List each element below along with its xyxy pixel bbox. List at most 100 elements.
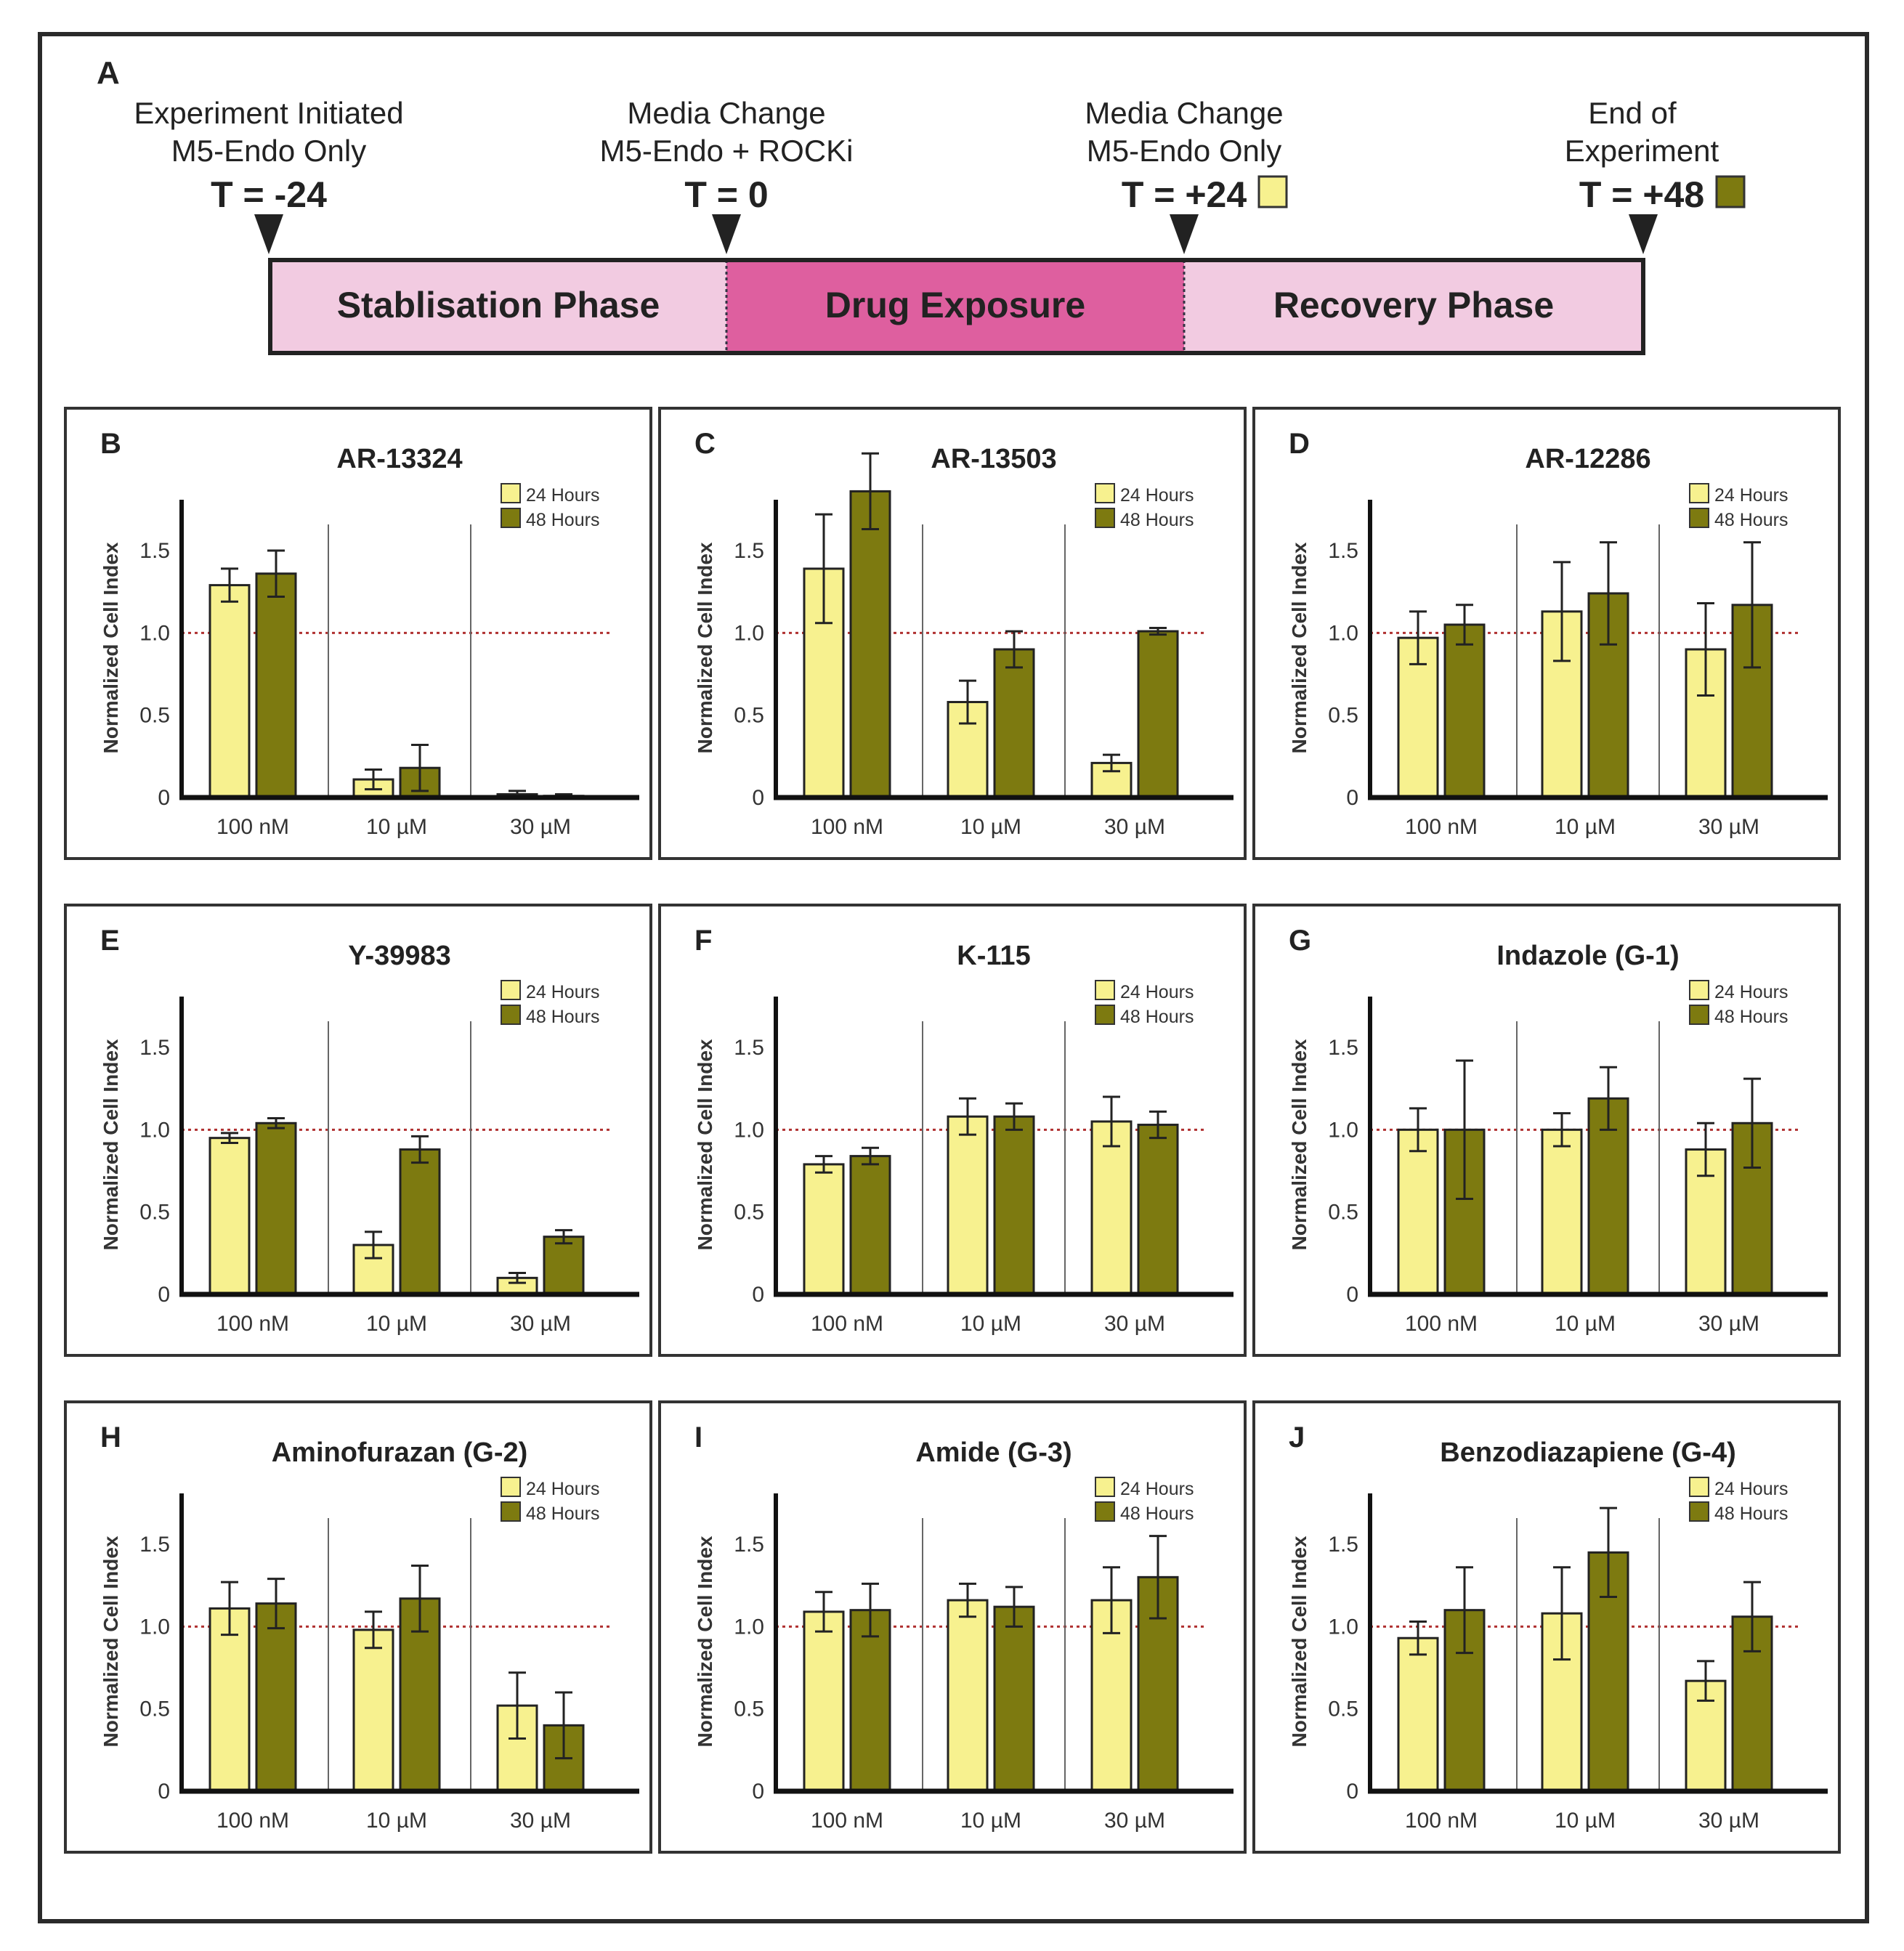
- category-label: 30 µM: [1698, 1312, 1759, 1336]
- chart-panel-f: F K-115 0 0.5 1.0 1.5 Normalized Cell Index 100…: [658, 904, 1247, 1357]
- legend-label-0: 24 Hours: [1714, 982, 1788, 1002]
- legend-label-0: 24 Hours: [526, 982, 599, 1002]
- legend-swatch-0: [1095, 980, 1115, 1000]
- chart-panel-b: B AR-13324 0 0.5 1.0 1.5 Normalized Cell Index…: [64, 407, 652, 860]
- bar-48h-0: [255, 572, 297, 799]
- panel-letter: B: [100, 428, 121, 460]
- y-tick-label: 0.5: [1328, 1698, 1358, 1721]
- category-label: 30 µM: [510, 1809, 571, 1833]
- event-1-arrow-icon: [712, 214, 741, 254]
- y-axis-label: Normalized Cell Index: [100, 1039, 122, 1250]
- chart-title: Indazole (G-1): [1496, 941, 1679, 971]
- legend-swatch-1: [1689, 1501, 1709, 1522]
- legend-swatch-1: [1689, 1005, 1709, 1025]
- category-label: 30 µM: [510, 1312, 571, 1336]
- y-axis-label: Normalized Cell Index: [694, 542, 716, 753]
- legend-label-0: 24 Hours: [1120, 485, 1194, 506]
- bar-48h-1: [399, 1148, 441, 1296]
- event-2-line1: Media Change: [1085, 96, 1283, 130]
- y-tick-label: 1.0: [1328, 621, 1358, 645]
- y-axis-label: Normalized Cell Index: [694, 1039, 716, 1250]
- bar-24h-1: [352, 1628, 394, 1793]
- y-tick-label: 0: [752, 1780, 764, 1804]
- chart-title: AR-12286: [1525, 444, 1650, 474]
- phase-drug-exposure: [726, 260, 1184, 353]
- category-label: 100 nM: [216, 1312, 289, 1336]
- category-label: 10 µM: [960, 815, 1021, 839]
- category-label: 10 µM: [366, 1809, 427, 1833]
- event-3-time: T = +48: [1579, 174, 1704, 215]
- legend-label-1: 48 Hours: [1120, 1504, 1194, 1524]
- timeline-event-3: End of Experiment T = +48: [1565, 96, 1746, 254]
- y-tick-label: 0.5: [1328, 1201, 1358, 1225]
- event-2-arrow-icon: [1170, 214, 1199, 254]
- chart-panel-d: D AR-12286 0 0.5 1.0 1.5 Normalized Cell Index…: [1252, 407, 1841, 860]
- bar-48h-0: [849, 490, 891, 799]
- y-tick-label: 0: [1346, 1283, 1358, 1307]
- y-tick-label: 1.0: [734, 1118, 764, 1142]
- y-tick-label: 0: [752, 786, 764, 810]
- phase-2-label: Recovery Phase: [1273, 285, 1554, 325]
- y-tick-label: 1.5: [734, 539, 764, 563]
- event-0-time: T = -24: [211, 174, 327, 215]
- category-label: 100 nM: [1405, 1809, 1478, 1833]
- phase-stabilisation: [270, 260, 726, 353]
- category-label: 10 µM: [1555, 1809, 1616, 1833]
- category-label: 100 nM: [216, 815, 289, 839]
- y-tick-label: 1.0: [734, 621, 764, 645]
- panel-letter: D: [1289, 428, 1310, 460]
- timeline-event-0: Experiment Initiated M5-Endo Only T = -2…: [134, 96, 404, 254]
- y-axis-label: Normalized Cell Index: [1288, 542, 1310, 753]
- y-tick-label: 0.5: [139, 1698, 170, 1721]
- category-label: 30 µM: [1698, 815, 1759, 839]
- legend-label-0: 24 Hours: [1120, 982, 1194, 1002]
- bar-48h-2: [543, 1236, 585, 1296]
- y-tick-label: 0.5: [734, 1201, 764, 1225]
- y-tick-label: 0.5: [139, 704, 170, 728]
- legend-swatch-1: [1689, 508, 1709, 528]
- legend-swatch-1: [1095, 508, 1115, 528]
- bar-48h-1: [993, 1605, 1035, 1793]
- bar-24h-0: [208, 584, 251, 799]
- event-3-line1: End of: [1588, 96, 1677, 130]
- category-label: 100 nM: [811, 1809, 883, 1833]
- chart-panel-j: J Benzodiazapiene (G-4) 0 0.5 1.0 1.5 Normaliz…: [1252, 1400, 1841, 1854]
- legend-label-1: 48 Hours: [526, 1504, 599, 1524]
- legend-label-1: 48 Hours: [1714, 1007, 1788, 1027]
- category-label: 10 µM: [1555, 1312, 1616, 1336]
- event-2-time: T = +24: [1122, 174, 1247, 215]
- chart-panel-e: E Y-39983 0 0.5 1.0 1.5 Normalized Cell Index 1…: [64, 904, 652, 1357]
- chart-title: Amide (G-3): [915, 1437, 1071, 1468]
- y-tick-label: 0: [158, 1780, 170, 1804]
- bar-24h-0: [208, 1137, 251, 1296]
- figure-frame: [38, 32, 1869, 1923]
- legend-swatch-1: [1095, 1501, 1115, 1522]
- bar-48h-0: [255, 1602, 297, 1793]
- phase-recovery: [1184, 260, 1643, 353]
- chart-panel-i: I Amide (G-3) 0 0.5 1.0 1.5 Normalized Cell In…: [658, 1400, 1247, 1854]
- category-label: 10 µM: [1555, 815, 1616, 839]
- event-1-line1: Media Change: [627, 96, 825, 130]
- category-label: 10 µM: [960, 1312, 1021, 1336]
- panel-letter: E: [100, 925, 120, 957]
- panel-letter: H: [100, 1421, 121, 1453]
- category-label: 100 nM: [811, 1312, 883, 1336]
- y-tick-label: 1.0: [1328, 1615, 1358, 1639]
- y-tick-label: 1.0: [1328, 1118, 1358, 1142]
- chart-title: K-115: [957, 941, 1030, 971]
- y-tick-label: 1.0: [734, 1615, 764, 1639]
- y-tick-label: 0: [752, 1283, 764, 1307]
- legend-label-0: 24 Hours: [1714, 485, 1788, 506]
- legend-label-1: 48 Hours: [1120, 1007, 1194, 1027]
- bar-48h-0: [849, 1609, 891, 1793]
- y-tick-label: 1.5: [139, 1036, 170, 1060]
- event-0-arrow-icon: [254, 214, 283, 254]
- legend-swatch-1: [1095, 1005, 1115, 1025]
- chart-panel-g: G Indazole (G-1) 0 0.5 1.0 1.5 Normalized Cell…: [1252, 904, 1841, 1357]
- bar-24h-1: [947, 1599, 989, 1793]
- y-tick-label: 0.5: [1328, 704, 1358, 728]
- category-label: 10 µM: [366, 815, 427, 839]
- legend-label-0: 24 Hours: [526, 485, 599, 506]
- y-tick-label: 1.0: [139, 1615, 170, 1639]
